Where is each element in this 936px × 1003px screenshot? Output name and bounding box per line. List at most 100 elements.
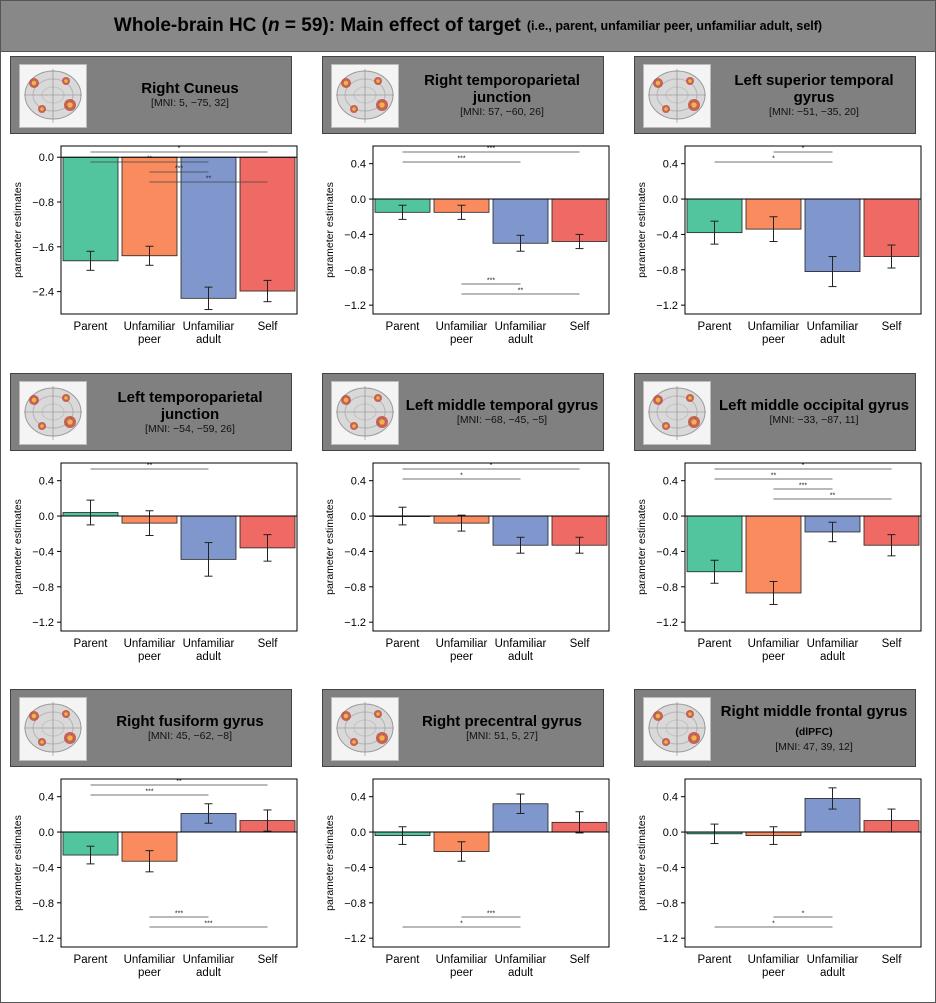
bar-chart: 0.4 0.0 −0.4 −0.8 −1.2 parameter estimates Par… [12, 462, 298, 663]
region-name: Right temporoparietal junction [424, 71, 580, 106]
region-caption: Left temporoparietal junction [MNI: −54, … [10, 373, 292, 451]
brain-slice-image [336, 69, 394, 123]
significance-stars: *** [457, 156, 465, 163]
brain-thumbnail [19, 64, 87, 128]
y-axis-label: parameter estimates [12, 182, 24, 278]
bar-unfamiliar-peer [121, 156, 178, 257]
x-tick-label: Unfamiliar peer [436, 954, 488, 979]
activation-core [64, 79, 68, 83]
activation-core [655, 397, 661, 403]
activation-core [343, 80, 349, 86]
bar-chart: 0.4 0.0 −0.4 −0.8 −1.2 parameter estimates Par… [12, 778, 298, 979]
activation-core [376, 79, 380, 83]
mni-coordinates: [MNI: −68, −45, −5] [456, 414, 548, 426]
brain-slice-image [648, 702, 706, 756]
mni-coordinates: [MNI: 45, −62, −8] [147, 730, 233, 742]
y-tick-label: −0.8 [656, 265, 678, 277]
y-tick-label: −1.2 [656, 300, 678, 312]
x-tick-label: Unfamiliar peer [748, 638, 800, 663]
chart-panel-left-temporoparietal-junction: Left temporoparietal junction [MNI: −54, … [1, 373, 301, 688]
y-tick-label: 0.4 [351, 792, 366, 804]
mni-coordinates: [MNI: 5, −75, 32] [151, 97, 229, 109]
bar-chart: 0.4 0.0 −0.4 −0.8 −1.2 parameter estimates Par… [324, 145, 610, 346]
activation-core [655, 713, 661, 719]
chart-panel-right-precentral-gyrus: Right precentral gyrus [MNI: 51, 5, 27] 0.… [313, 689, 613, 1002]
region-name: Right Cuneus [141, 80, 239, 97]
x-tick-label: Self [882, 954, 903, 966]
y-tick-label: −1.2 [656, 933, 678, 945]
activation-core [64, 396, 68, 400]
activation-core [40, 424, 44, 428]
significance-stars: * [802, 463, 805, 470]
significance-stars: ** [830, 493, 836, 500]
brain-thumbnail [331, 64, 399, 128]
chart-panel-left-middle-occipital-gyrus: Left middle occipital gyrus [MNI: −33, −8… [625, 373, 925, 688]
y-axis-label: parameter estimates [324, 499, 336, 595]
activation-core [376, 396, 380, 400]
activation-core [67, 419, 73, 425]
significance-stars: *** [204, 921, 212, 928]
y-axis-label: parameter estimates [636, 815, 648, 911]
activation-core [31, 80, 37, 86]
y-tick-label: −1.2 [344, 300, 366, 312]
y-tick-label: −2.4 [32, 287, 54, 299]
bar-chart: 0.4 0.0 −0.4 −0.8 −1.2 parameter estimates Par… [636, 462, 922, 663]
significance-stars: * [460, 473, 463, 480]
activation-core [31, 713, 37, 719]
significance-stars: ** [147, 156, 153, 163]
x-tick-label: Self [570, 638, 591, 650]
y-tick-label: 0.0 [351, 194, 366, 206]
header-n: n [268, 15, 280, 36]
activation-core [691, 419, 697, 425]
y-tick-label: −0.8 [32, 197, 54, 209]
caption-text: Right middle frontal gyrus (dlPFC) [MNI: … [717, 690, 911, 766]
plot-frame [372, 778, 610, 948]
significance-stars: * [802, 146, 805, 153]
significance-stars: ** [206, 176, 212, 183]
bar-self [239, 156, 296, 292]
activation-core [688, 79, 692, 83]
region-name: Right precentral gyrus [421, 713, 583, 730]
x-tick-label: Self [882, 638, 903, 650]
y-tick-label: 0.0 [39, 152, 54, 164]
bar-parent [62, 156, 119, 262]
plot-frame [60, 462, 298, 632]
activation-core [31, 397, 37, 403]
y-axis-label: parameter estimates [324, 815, 336, 911]
brain-slice-image [24, 386, 82, 440]
significance-stars: * [772, 921, 775, 928]
y-tick-label: 0.0 [39, 511, 54, 523]
x-tick-label: Parent [74, 321, 109, 333]
y-tick-label: 0.4 [663, 792, 678, 804]
y-tick-label: −0.4 [656, 862, 678, 874]
x-tick-label: Unfamiliar adult [183, 638, 235, 663]
activation-core [343, 397, 349, 403]
mni-coordinates: [MNI: 51, 5, 27] [466, 730, 538, 742]
caption-text: Right temporoparietal junction [MNI: 57, … [405, 57, 599, 133]
region-name: Right middle frontal gyrus (dlPFC) [720, 702, 908, 738]
bar-chart: 0.4 0.0 −0.4 −0.8 −1.2 parameter estimates Par… [636, 145, 922, 346]
region-name: Left middle temporal gyrus [405, 397, 599, 414]
region-tag: (dlPFC) [795, 725, 833, 738]
activation-core [376, 712, 380, 716]
mni-coordinates: [MNI: 47, 39, 12] [775, 740, 853, 753]
x-tick-label: Unfamiliar adult [495, 638, 547, 663]
region-caption: Right fusiform gyrus [MNI: 45, −62, −8] [10, 689, 292, 767]
x-tick-label: Parent [74, 954, 109, 966]
x-tick-label: Parent [386, 954, 421, 966]
significance-stars: *** [487, 911, 495, 918]
significance-stars: *** [487, 278, 495, 285]
y-tick-label: −0.8 [656, 582, 678, 594]
x-tick-label: Unfamiliar adult [807, 954, 859, 979]
y-tick-label: 0.4 [663, 159, 678, 171]
y-tick-label: −0.8 [656, 898, 678, 910]
brain-thumbnail [19, 697, 87, 761]
significance-stars: * [460, 921, 463, 928]
header-subtitle: (i.e., parent, unfamiliar peer, unfamili… [526, 19, 823, 33]
region-caption: Left superior temporal gyrus [MNI: −51, −… [634, 56, 916, 134]
significance-stars: ** [176, 779, 182, 786]
caption-text: Left superior temporal gyrus [MNI: −51, −… [717, 57, 911, 133]
y-tick-label: −1.2 [32, 617, 54, 629]
caption-text: Left temporoparietal junction [MNI: −54, … [93, 374, 287, 450]
y-axis-label: parameter estimates [12, 815, 24, 911]
